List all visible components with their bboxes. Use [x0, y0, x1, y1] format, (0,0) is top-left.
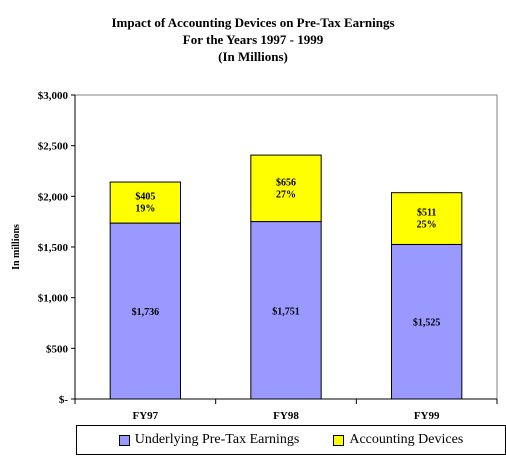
y-tick-label: $2,500 [38, 141, 69, 153]
y-axis-label: In millions [11, 224, 22, 270]
legend-item-accounting: Accounting Devices [333, 432, 463, 448]
y-tick-label: $1,000 [38, 293, 69, 305]
data-label-value: $1,751 [272, 306, 300, 317]
data-label-value: $1,736 [132, 307, 160, 318]
x-tick-label: FY99 [414, 410, 440, 422]
y-axis: $- $500 $1,000 $1,500 $2,000 $2,500 $3,000 [38, 90, 76, 406]
legend-label-underlying: Underlying Pre-Tax Earnings [134, 432, 300, 447]
data-label-value: $405 [135, 192, 155, 203]
legend-swatch-accounting [333, 434, 345, 446]
data-label-value: $511 [417, 208, 436, 219]
chart-title-line-3: (In Millions) [218, 49, 288, 64]
x-axis: FY97 FY98 FY99 [74, 398, 498, 422]
bar-accounting [250, 154, 322, 223]
data-label-percent: 19% [135, 204, 155, 215]
y-tick-label: $1,500 [38, 242, 69, 254]
y-tick-label: $500 [46, 343, 69, 355]
chart-legend: Underlying Pre-Tax Earnings Accounting D… [76, 425, 506, 455]
x-tick-label: FY97 [132, 410, 158, 422]
bar-accounting [109, 181, 181, 224]
chart-title-line-1: Impact of Accounting Devices on Pre-Tax … [111, 15, 395, 30]
bar-underlying [391, 243, 463, 400]
y-tick-label: $- [59, 394, 69, 406]
chart-title-line-2: For the Years 1997 - 1999 [182, 32, 324, 47]
x-tick-label: FY98 [273, 410, 299, 422]
data-label-percent: 25% [417, 220, 437, 231]
bar-accounting [391, 192, 463, 245]
y-tick-label: $3,000 [38, 90, 69, 102]
bar-underlying [250, 221, 322, 400]
chart-title: Impact of Accounting Devices on Pre-Tax … [0, 14, 506, 65]
y-tick-label: $2,000 [38, 191, 69, 203]
data-label-value: $656 [276, 177, 296, 188]
bar-underlying [109, 222, 181, 400]
legend-swatch-underlying [118, 434, 130, 446]
data-label-percent: 27% [276, 189, 296, 200]
legend-label-accounting: Accounting Devices [349, 432, 464, 447]
legend-item-underlying: Underlying Pre-Tax Earnings [118, 432, 300, 448]
data-label-value: $1,525 [413, 318, 441, 329]
